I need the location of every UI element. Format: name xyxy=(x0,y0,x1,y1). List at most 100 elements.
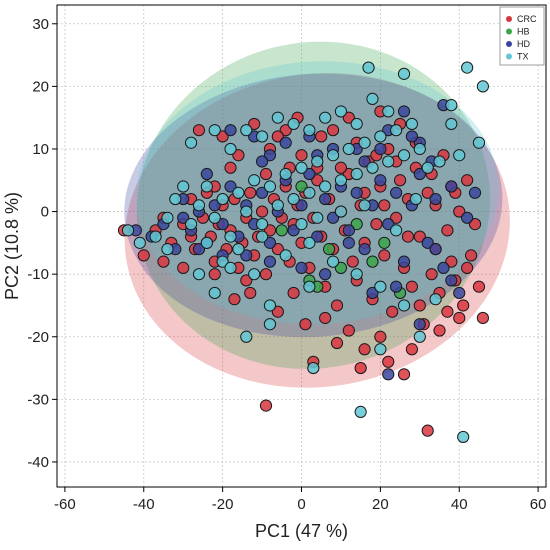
point-crc xyxy=(192,124,206,137)
point-hd xyxy=(390,280,403,293)
point-crc xyxy=(334,161,348,174)
point-tx xyxy=(334,174,348,187)
point-tx xyxy=(382,155,395,168)
point-crc xyxy=(271,305,284,318)
point-hd xyxy=(192,243,206,256)
point-crc xyxy=(413,299,426,312)
y-tick-label: 0 xyxy=(41,204,49,221)
point-tx xyxy=(457,430,470,444)
point-tx xyxy=(121,224,135,237)
point-hd xyxy=(263,149,277,162)
point-crc xyxy=(177,261,190,275)
point-hd xyxy=(413,167,426,181)
point-tx xyxy=(421,161,434,174)
point-crc xyxy=(382,355,395,368)
point-crc xyxy=(476,311,490,325)
x-tick-label: 60 xyxy=(530,496,547,513)
point-crc xyxy=(287,286,300,300)
point-tx xyxy=(177,180,190,193)
point-tx xyxy=(358,199,371,212)
point-tx xyxy=(350,167,363,181)
point-hd xyxy=(350,186,363,199)
point-hd xyxy=(200,167,213,181)
point-tx xyxy=(279,167,292,181)
point-tx xyxy=(169,192,182,206)
point-hd xyxy=(413,318,426,331)
legend: CRC HB HD TX xyxy=(499,6,545,66)
point-hd xyxy=(342,224,355,237)
point-crc xyxy=(342,324,355,337)
legend-label: TX xyxy=(517,52,529,62)
point-tx xyxy=(319,180,332,193)
point-crc xyxy=(397,368,411,381)
point-crc xyxy=(346,255,359,268)
point-crc xyxy=(421,186,434,199)
point-tx xyxy=(374,343,387,356)
point-tx xyxy=(429,293,442,306)
point-tx xyxy=(184,217,198,231)
point-tx xyxy=(413,330,426,343)
point-tx xyxy=(326,149,340,162)
point-tx xyxy=(397,299,411,312)
x-tick-label: 20 xyxy=(372,496,389,513)
point-crc xyxy=(330,336,344,350)
point-crc xyxy=(208,268,221,281)
point-tx xyxy=(445,99,458,112)
legend-label: HD xyxy=(517,39,530,49)
point-tx xyxy=(358,136,371,149)
point-hb xyxy=(378,236,391,249)
point-hd xyxy=(303,167,316,181)
point-tx xyxy=(405,117,419,131)
y-tick-label: -20 xyxy=(27,329,49,346)
point-crc xyxy=(425,268,438,281)
point-crc xyxy=(259,399,273,412)
point-crc xyxy=(472,280,486,293)
point-tx xyxy=(334,105,348,118)
point-hd xyxy=(461,211,474,224)
point-tx xyxy=(161,243,174,256)
point-crc xyxy=(405,280,419,293)
point-crc xyxy=(244,286,257,300)
point-tx xyxy=(200,180,213,193)
legend-marker xyxy=(506,53,512,60)
y-tick-label: -10 xyxy=(27,266,49,283)
point-hd xyxy=(366,286,379,300)
point-crc xyxy=(232,149,245,162)
point-tx xyxy=(413,142,426,156)
point-crc xyxy=(216,130,229,143)
point-tx xyxy=(216,255,229,268)
axis-ticks: -60 -40 -20 0 20 40 60 -40 -30 -20 -10 0 10 20 30 xyxy=(27,16,546,513)
point-hd xyxy=(263,236,277,249)
point-hb xyxy=(366,255,379,268)
point-tx xyxy=(287,117,300,131)
point-tx xyxy=(409,192,422,206)
point-tx xyxy=(433,155,446,168)
point-tx xyxy=(390,124,403,137)
point-crc xyxy=(224,161,237,174)
point-tx xyxy=(255,230,269,243)
legend-marker xyxy=(506,28,512,35)
point-tx xyxy=(366,92,379,105)
point-tx xyxy=(397,149,411,162)
point-tx xyxy=(472,136,486,149)
point-hd xyxy=(421,236,434,249)
legend-marker xyxy=(506,41,512,47)
y-tick-label: -30 xyxy=(27,391,49,408)
point-crc xyxy=(441,224,454,237)
point-crc xyxy=(354,361,367,375)
point-tx xyxy=(192,268,206,281)
point-crc xyxy=(405,343,419,356)
point-tx xyxy=(303,236,316,249)
point-hd xyxy=(240,249,253,262)
point-tx xyxy=(303,186,316,199)
point-crc xyxy=(240,274,253,287)
point-hd xyxy=(326,211,340,224)
point-hd xyxy=(287,224,300,237)
point-crc xyxy=(358,343,371,356)
point-tx xyxy=(445,117,458,131)
point-crc xyxy=(315,130,328,143)
point-crc xyxy=(464,249,478,262)
point-tx xyxy=(354,405,367,418)
x-tick-label: 40 xyxy=(451,496,468,513)
